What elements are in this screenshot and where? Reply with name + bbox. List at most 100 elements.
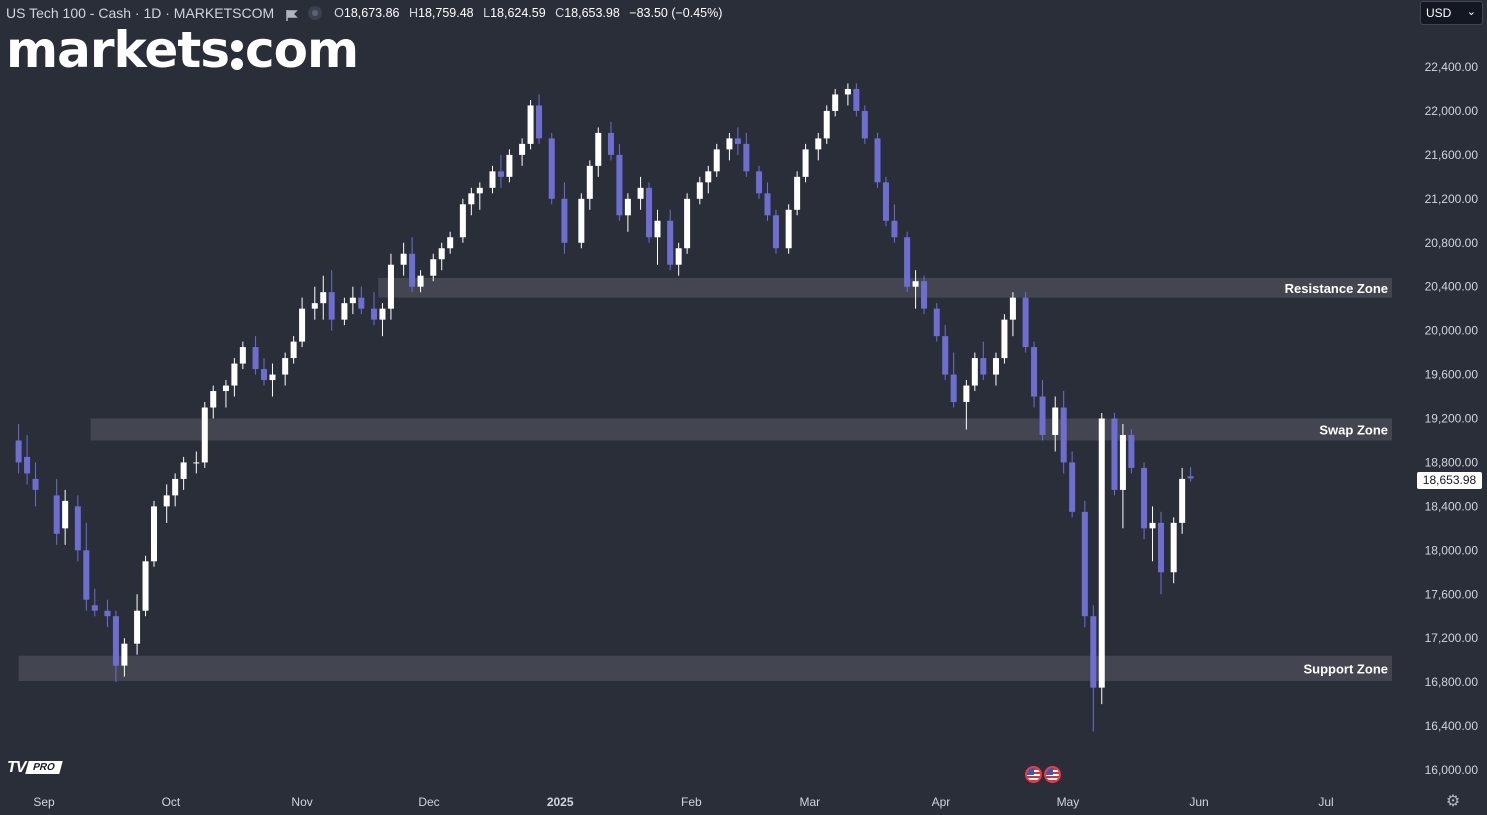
time-tick-label: Nov [291,795,312,809]
price-tick-label: 20,400.00 [1425,280,1479,294]
price-axis[interactable]: 22,400.00 22,000.00 21,600.00 21,200.00 20,8… [1425,60,1479,777]
price-tick-label: 20,000.00 [1425,324,1479,338]
logo-colon-icon [230,34,244,74]
candle-body [438,248,445,260]
candle-body [341,303,348,320]
candle-body [163,495,170,507]
zones-layer: Resistance Zone Swap Zone Support Zone [18,277,1392,682]
symbol-legend: US Tech 100 - Cash · 1D · MARKETSCOM O18… [6,4,722,22]
candle-body [933,308,940,337]
candle-body [595,132,602,166]
close-label: C [555,6,565,20]
price-tick-label: 17,600.00 [1425,587,1479,601]
candle-body [942,336,949,375]
zone-band [90,418,1392,441]
time-axis[interactable]: Sep Oct Nov Dec 2025 Feb Mar Apr May Jun Jul [33,795,1333,809]
candle-body [1009,297,1016,320]
time-tick-label: May [1057,795,1080,809]
candle-body [328,292,335,320]
candle-body [950,374,957,403]
us-flag-icon[interactable] [1025,766,1042,783]
time-tick-label: 2025 [547,795,574,809]
price-tick-label: 21,200.00 [1425,192,1479,206]
time-tick-label: Oct [162,795,181,809]
price-tick-label: 22,400.00 [1425,60,1479,74]
candle-body [261,369,268,381]
candle-body [447,237,454,249]
candle-body [992,358,999,375]
candle-body [772,215,779,249]
currency-select[interactable]: USD ⌄ [1420,1,1483,25]
candle-body [290,341,297,359]
candle-body [823,110,830,139]
candle-body [1060,407,1067,463]
candle-body [1069,462,1076,512]
us-flag-icon[interactable] [1044,766,1061,783]
candle-body [1001,319,1008,359]
candle-body [785,209,792,249]
candle-body [971,358,978,386]
zone-label: Resistance Zone [1285,281,1388,296]
candle-body [882,182,889,221]
candle-body [1081,511,1088,617]
candle-body [734,138,741,144]
candle-body [963,385,970,403]
candle-body [756,171,763,194]
candle-body [252,347,259,370]
candle-body [231,363,238,386]
candle-body [675,248,682,265]
candle-body [468,193,475,205]
candle-body [371,308,378,320]
candle-body [358,297,365,309]
candle-body [222,385,229,392]
candle-body [400,253,407,265]
candle-body [586,165,593,199]
candle-body [853,88,860,111]
candle-body [151,506,158,562]
candle-body [1031,347,1038,397]
time-tick-label: Jul [1318,795,1333,809]
candle-body [180,462,187,479]
market-status-icon[interactable] [308,6,323,20]
candle-body [832,94,839,111]
symbol-title[interactable]: US Tech 100 - Cash · 1D · MARKETSCOM [6,5,275,21]
candle-body [282,358,289,375]
candle-body [91,605,98,611]
markets-com-logo: markets com [6,22,359,78]
tv-brand: TV [7,758,26,776]
low-value: 18,624.59 [490,6,546,20]
currency-value: USD [1426,6,1452,20]
chevron-down-icon: ⌄ [1466,6,1476,18]
candle-body [1111,418,1118,490]
candle-body [497,171,504,177]
candle-body [616,154,623,216]
settings-gear-icon[interactable]: ⚙ [1445,793,1461,810]
candle-body [32,478,39,490]
candle-body [624,198,631,216]
candle-body [861,110,868,139]
economic-events[interactable] [1025,766,1063,783]
price-tick-label: 16,000.00 [1425,763,1479,777]
candle-body [1039,396,1046,435]
tradingview-pro-logo[interactable]: TV PRO [7,758,63,776]
candle-body [142,561,149,611]
candle-body [802,149,809,177]
candle-body [743,143,750,172]
zone-label: Support Zone [1304,661,1389,676]
candle-body [239,347,246,364]
candle-body [1157,522,1164,573]
candle-body [1052,407,1059,435]
candle-body [844,88,851,95]
candle-body [74,506,81,551]
candle-body [874,138,881,183]
flag-icon [286,8,298,21]
price-tick-label: 18,400.00 [1425,499,1479,513]
candle-body [459,204,466,238]
candle-body [912,281,919,287]
candle-body [409,253,416,287]
candle-body [794,176,801,210]
candle-body [713,149,720,172]
time-tick-label: Mar [799,795,820,809]
candles-layer [15,83,1194,732]
